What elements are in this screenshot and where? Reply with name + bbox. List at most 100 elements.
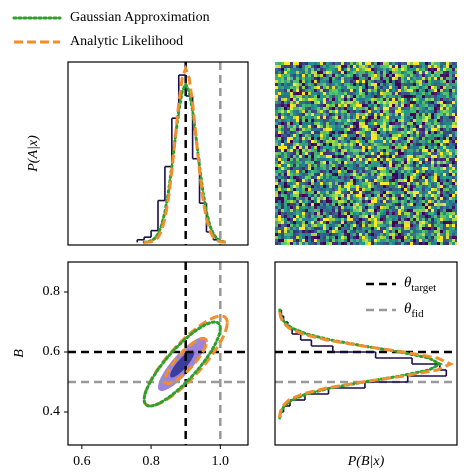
image-pixel <box>434 185 437 188</box>
image-pixel <box>452 152 455 155</box>
image-pixel <box>359 77 362 80</box>
image-pixel <box>278 176 281 179</box>
image-pixel <box>341 95 344 98</box>
image-pixel <box>308 173 311 176</box>
image-pixel <box>431 200 434 203</box>
image-pixel <box>356 164 359 167</box>
image-pixel <box>398 146 401 149</box>
image-pixel <box>293 125 296 128</box>
image-pixel <box>353 83 356 86</box>
image-pixel <box>347 164 350 167</box>
image-pixel <box>437 239 440 242</box>
image-pixel <box>425 185 428 188</box>
image-pixel <box>290 131 293 134</box>
image-pixel <box>332 200 335 203</box>
image-pixel <box>434 68 437 71</box>
image-pixel <box>338 167 341 170</box>
image-pixel <box>437 116 440 119</box>
image-pixel <box>374 71 377 74</box>
image-pixel <box>392 227 395 230</box>
image-pixel <box>299 209 302 212</box>
image-pixel <box>434 74 437 77</box>
image-pixel <box>377 242 380 245</box>
image-pixel <box>410 182 413 185</box>
image-pixel <box>296 146 299 149</box>
image-pixel <box>296 86 299 89</box>
image-pixel <box>392 191 395 194</box>
image-pixel <box>299 146 302 149</box>
image-pixel <box>377 230 380 233</box>
image-pixel <box>371 188 374 191</box>
image-pixel <box>410 125 413 128</box>
image-pixel <box>410 164 413 167</box>
image-pixel <box>386 95 389 98</box>
image-pixel <box>401 188 404 191</box>
image-pixel <box>329 86 332 89</box>
image-pixel <box>416 158 419 161</box>
image-pixel <box>416 119 419 122</box>
image-pixel <box>410 155 413 158</box>
image-pixel <box>371 203 374 206</box>
image-pixel <box>404 167 407 170</box>
image-pixel <box>365 158 368 161</box>
image-pixel <box>329 92 332 95</box>
image-pixel <box>410 161 413 164</box>
image-pixel <box>419 197 422 200</box>
image-pixel <box>404 185 407 188</box>
image-pixel <box>329 137 332 140</box>
image-pixel <box>389 98 392 101</box>
image-pixel <box>452 113 455 116</box>
image-pixel <box>401 122 404 125</box>
image-pixel <box>380 125 383 128</box>
image-pixel <box>365 104 368 107</box>
image-pixel <box>374 173 377 176</box>
image-pixel <box>395 242 398 245</box>
image-pixel <box>443 161 446 164</box>
image-pixel <box>305 185 308 188</box>
image-pixel <box>308 77 311 80</box>
image-pixel <box>395 83 398 86</box>
image-pixel <box>443 164 446 167</box>
image-pixel <box>452 122 455 125</box>
image-pixel <box>449 212 452 215</box>
image-pixel <box>410 65 413 68</box>
image-pixel <box>350 95 353 98</box>
image-pixel <box>350 80 353 83</box>
image-pixel <box>422 158 425 161</box>
image-pixel <box>368 77 371 80</box>
image-pixel <box>392 149 395 152</box>
image-pixel <box>314 233 317 236</box>
image-pixel <box>392 113 395 116</box>
image-pixel <box>386 230 389 233</box>
image-pixel <box>422 119 425 122</box>
image-pixel <box>425 170 428 173</box>
image-pixel <box>287 137 290 140</box>
image-pixel <box>404 95 407 98</box>
legend-label: θfid <box>404 301 424 319</box>
image-pixel <box>326 131 329 134</box>
image-pixel <box>296 143 299 146</box>
image-pixel <box>416 206 419 209</box>
image-pixel <box>431 152 434 155</box>
image-pixel <box>344 71 347 74</box>
image-pixel <box>419 209 422 212</box>
image-pixel <box>338 236 341 239</box>
image-pixel <box>440 215 443 218</box>
image-pixel <box>335 65 338 68</box>
image-pixel <box>338 176 341 179</box>
image-pixel <box>359 65 362 68</box>
image-pixel <box>308 71 311 74</box>
image-pixel <box>293 95 296 98</box>
image-pixel <box>428 122 431 125</box>
image-pixel <box>320 173 323 176</box>
image-pixel <box>323 179 326 182</box>
image-pixel <box>407 230 410 233</box>
image-pixel <box>302 173 305 176</box>
image-pixel <box>416 233 419 236</box>
image-pixel <box>362 128 365 131</box>
image-pixel <box>365 137 368 140</box>
image-pixel <box>386 131 389 134</box>
image-pixel <box>314 218 317 221</box>
image-pixel <box>452 89 455 92</box>
image-pixel <box>305 68 308 71</box>
